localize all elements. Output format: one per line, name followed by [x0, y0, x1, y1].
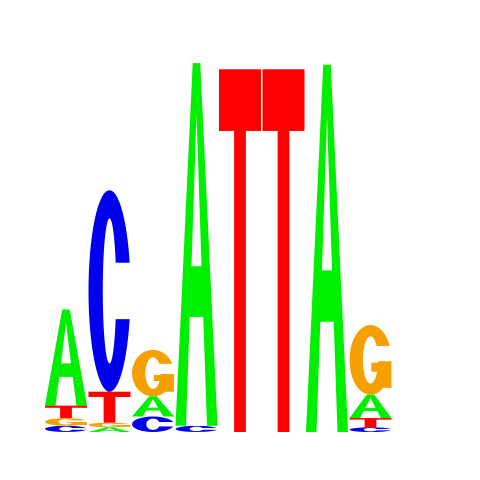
- logo-letter-a: [306, 64, 348, 433]
- logo-letter-g: [88, 422, 131, 428]
- logo-letter-a: [45, 309, 87, 406]
- logo-letter-t: [88, 391, 131, 423]
- logo-letter-c: [88, 190, 131, 392]
- logo-position-6: [262, 69, 305, 432]
- logo-letter-g: [349, 325, 392, 395]
- logo-letter-t: [45, 405, 87, 419]
- logo-position-4: [175, 63, 218, 432]
- logo-letter-t: [219, 69, 261, 432]
- logo-letter-t: [349, 418, 392, 428]
- logo-letter-c: [132, 416, 174, 432]
- logo-letter-c: [349, 427, 392, 432]
- logo-position-5: [219, 69, 261, 432]
- logo-position-8: [349, 325, 392, 432]
- logo-position-3: [132, 349, 174, 432]
- logo-position-1: [45, 309, 87, 432]
- logo-letter-g: [132, 349, 174, 397]
- logo-letter-g: [45, 418, 87, 426]
- logo-columns: [45, 63, 392, 433]
- logo-letter-c: [175, 425, 218, 432]
- logo-letter-a: [349, 394, 392, 419]
- logo-position-7: [306, 64, 348, 433]
- logo-letter-c: [45, 425, 87, 432]
- logo-letter-t: [262, 69, 305, 432]
- logo-letter-a: [175, 63, 218, 426]
- logo-letter-a: [132, 396, 174, 417]
- logo-letter-a: [88, 427, 131, 432]
- logo-position-2: [88, 190, 131, 432]
